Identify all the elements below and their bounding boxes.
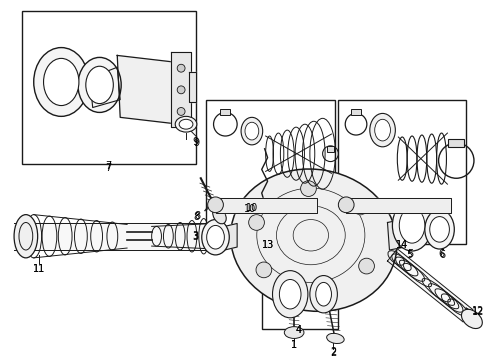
Ellipse shape	[231, 169, 397, 311]
Text: 13: 13	[262, 240, 274, 250]
Text: 8: 8	[194, 212, 200, 222]
Text: 5: 5	[406, 250, 412, 260]
Ellipse shape	[399, 208, 425, 243]
Ellipse shape	[284, 327, 304, 338]
Text: 5: 5	[407, 249, 413, 259]
Ellipse shape	[310, 275, 338, 313]
Circle shape	[177, 86, 185, 94]
Text: 13: 13	[262, 240, 274, 250]
Text: 12: 12	[472, 307, 484, 317]
Circle shape	[256, 262, 272, 278]
Ellipse shape	[241, 117, 263, 145]
Text: 9: 9	[194, 138, 200, 148]
Ellipse shape	[213, 207, 226, 224]
Text: 2: 2	[330, 347, 337, 357]
Bar	[339, 100, 466, 244]
Text: 6: 6	[440, 250, 445, 260]
Ellipse shape	[425, 210, 454, 249]
Polygon shape	[189, 72, 196, 102]
Bar	[262, 262, 339, 329]
Text: 11: 11	[32, 264, 45, 274]
Bar	[326, 146, 334, 152]
Text: 8: 8	[195, 211, 201, 221]
Ellipse shape	[375, 119, 391, 141]
Text: 12: 12	[472, 306, 484, 316]
Ellipse shape	[327, 333, 344, 343]
Ellipse shape	[179, 119, 193, 129]
Text: 10: 10	[246, 203, 258, 213]
Bar	[220, 108, 230, 115]
Ellipse shape	[392, 200, 432, 251]
Ellipse shape	[462, 309, 482, 329]
Text: 14: 14	[396, 240, 408, 250]
Text: 7: 7	[105, 162, 112, 171]
Polygon shape	[172, 53, 191, 127]
Polygon shape	[90, 67, 120, 108]
Ellipse shape	[245, 122, 259, 140]
Circle shape	[301, 181, 317, 197]
Ellipse shape	[339, 197, 354, 213]
Circle shape	[248, 215, 265, 230]
Text: 11: 11	[32, 264, 45, 274]
Text: 7: 7	[105, 163, 112, 174]
Ellipse shape	[272, 271, 308, 318]
Polygon shape	[388, 217, 415, 250]
Polygon shape	[220, 224, 237, 251]
Ellipse shape	[14, 215, 38, 258]
Text: 14: 14	[396, 240, 408, 250]
Text: 2: 2	[330, 348, 337, 358]
Text: 4: 4	[296, 325, 302, 334]
Text: 1: 1	[291, 340, 297, 350]
Text: 1: 1	[291, 340, 297, 350]
Ellipse shape	[44, 58, 79, 105]
Text: 9: 9	[193, 137, 199, 147]
Ellipse shape	[370, 113, 395, 147]
Circle shape	[359, 258, 374, 274]
Polygon shape	[388, 249, 473, 322]
Ellipse shape	[34, 48, 89, 116]
Ellipse shape	[208, 197, 223, 213]
Ellipse shape	[430, 217, 449, 242]
Polygon shape	[216, 198, 317, 213]
Ellipse shape	[207, 225, 224, 249]
Circle shape	[353, 199, 368, 215]
Text: 4: 4	[296, 325, 302, 334]
Text: 6: 6	[439, 249, 444, 259]
Bar	[448, 139, 464, 147]
Circle shape	[177, 64, 185, 72]
Polygon shape	[117, 55, 179, 124]
Ellipse shape	[279, 279, 301, 309]
Polygon shape	[14, 224, 220, 250]
Text: 3: 3	[193, 232, 199, 242]
Polygon shape	[346, 198, 451, 213]
Circle shape	[177, 108, 185, 115]
Ellipse shape	[202, 220, 229, 255]
Circle shape	[317, 283, 332, 299]
Ellipse shape	[78, 57, 121, 112]
Ellipse shape	[316, 283, 331, 306]
Bar	[351, 109, 361, 115]
Bar	[206, 100, 336, 244]
Bar	[22, 11, 196, 163]
Circle shape	[258, 199, 271, 213]
Text: 3: 3	[193, 231, 199, 241]
Ellipse shape	[86, 66, 113, 104]
Text: 10: 10	[244, 204, 256, 214]
Ellipse shape	[175, 116, 197, 132]
